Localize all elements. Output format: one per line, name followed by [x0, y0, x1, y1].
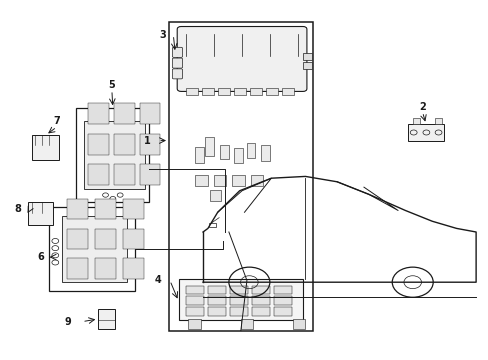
- Bar: [114, 164, 134, 185]
- FancyBboxPatch shape: [172, 58, 182, 68]
- Bar: [246, 143, 255, 158]
- Text: 4: 4: [155, 275, 161, 285]
- Bar: [293, 319, 305, 329]
- Text: 8: 8: [15, 204, 21, 214]
- Bar: [241, 319, 252, 329]
- Bar: [282, 88, 293, 95]
- Bar: [66, 229, 88, 249]
- Bar: [185, 296, 203, 305]
- Bar: [234, 88, 245, 95]
- Bar: [251, 296, 269, 305]
- Bar: [66, 258, 88, 279]
- Bar: [265, 88, 278, 95]
- Bar: [273, 285, 291, 294]
- Bar: [122, 258, 144, 279]
- Bar: [207, 296, 225, 305]
- Bar: [185, 88, 198, 95]
- Bar: [140, 134, 160, 155]
- Bar: [178, 279, 303, 320]
- Bar: [76, 108, 149, 202]
- Bar: [204, 141, 213, 156]
- Bar: [66, 199, 88, 220]
- Bar: [207, 285, 225, 294]
- Bar: [407, 125, 444, 140]
- Bar: [32, 135, 59, 160]
- Bar: [168, 22, 312, 330]
- Text: 6: 6: [38, 252, 44, 262]
- Text: 3: 3: [160, 30, 166, 40]
- Bar: [185, 307, 203, 316]
- Bar: [94, 199, 116, 220]
- Bar: [232, 175, 244, 186]
- Bar: [303, 62, 311, 69]
- Bar: [122, 229, 144, 249]
- FancyBboxPatch shape: [177, 27, 306, 91]
- Bar: [303, 53, 311, 60]
- Bar: [213, 175, 225, 186]
- Text: 2: 2: [418, 102, 425, 112]
- Bar: [122, 199, 144, 220]
- FancyBboxPatch shape: [172, 69, 182, 79]
- Bar: [49, 207, 135, 291]
- Bar: [114, 103, 134, 125]
- Bar: [27, 202, 53, 225]
- Bar: [250, 175, 263, 186]
- Bar: [208, 223, 216, 226]
- Bar: [94, 258, 116, 279]
- Bar: [251, 307, 269, 316]
- Bar: [88, 164, 109, 185]
- Bar: [83, 121, 144, 189]
- Bar: [218, 88, 229, 95]
- Bar: [209, 190, 220, 201]
- Bar: [94, 229, 116, 249]
- Bar: [140, 103, 160, 125]
- Text: 7: 7: [53, 116, 60, 126]
- Bar: [219, 143, 228, 159]
- Bar: [88, 103, 109, 125]
- Text: 9: 9: [64, 317, 71, 327]
- Bar: [185, 285, 203, 294]
- Bar: [229, 285, 247, 294]
- Bar: [261, 144, 269, 161]
- Bar: [202, 88, 214, 95]
- FancyBboxPatch shape: [172, 47, 182, 57]
- Bar: [114, 134, 134, 155]
- Bar: [140, 164, 160, 185]
- Bar: [229, 307, 247, 316]
- Bar: [412, 118, 419, 125]
- Bar: [207, 307, 225, 316]
- Bar: [234, 147, 243, 163]
- Bar: [434, 118, 441, 125]
- Text: 1: 1: [144, 136, 151, 145]
- Bar: [273, 296, 291, 305]
- Bar: [61, 216, 127, 282]
- Bar: [195, 175, 207, 186]
- Bar: [229, 296, 247, 305]
- Bar: [98, 309, 115, 329]
- Bar: [251, 285, 269, 294]
- Bar: [249, 88, 262, 95]
- Text: 5: 5: [108, 80, 115, 90]
- Bar: [188, 319, 200, 329]
- Bar: [273, 307, 291, 316]
- Bar: [88, 134, 109, 155]
- Bar: [195, 149, 203, 163]
